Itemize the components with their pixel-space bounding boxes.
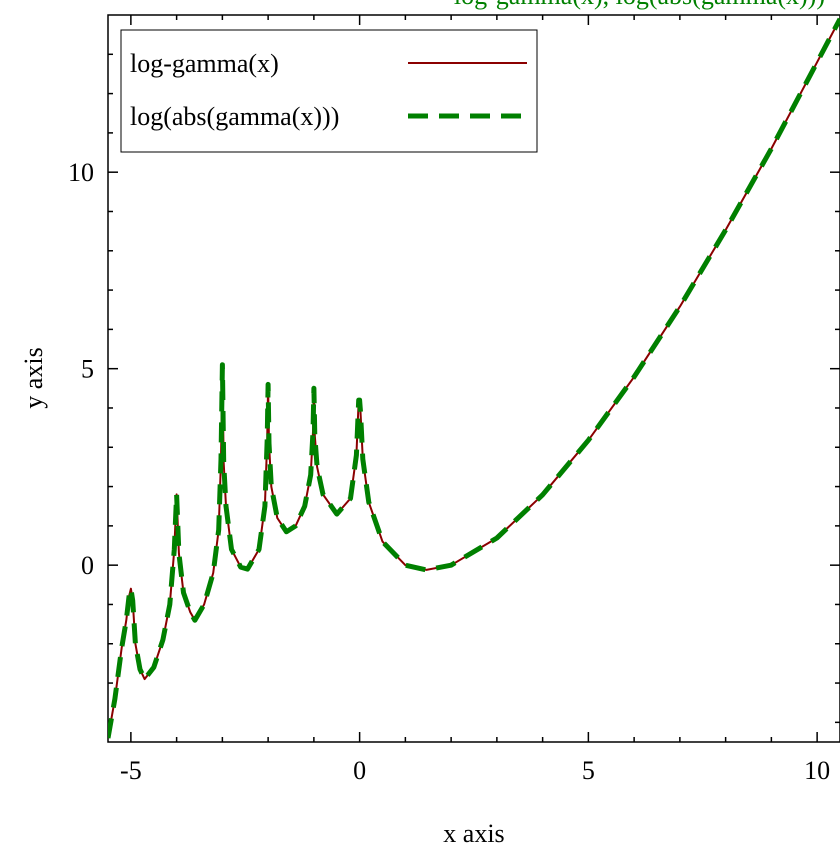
x-tick-label: -5	[120, 756, 142, 785]
series-layer	[108, 17, 840, 739]
axis-ticks	[108, 15, 840, 742]
plot-area	[107, 14, 840, 743]
top-annotation: log-gamma(x), log(abs(gamma(x)))	[454, 0, 825, 10]
x-axis-title: x axis	[443, 819, 504, 848]
tick-labels: -5 0 5 10 0 5 10	[68, 158, 830, 785]
y-tick-label: 5	[81, 355, 94, 384]
legend-label-log-abs-gamma: log(abs(gamma(x)))	[130, 102, 339, 131]
y-axis-title: y axis	[19, 347, 48, 408]
series-line-log-abs-gamma	[108, 17, 840, 739]
x-tick-label: 10	[804, 756, 830, 785]
legend: log-gamma(x) log(abs(gamma(x)))	[120, 29, 538, 153]
legend-box	[120, 29, 538, 153]
x-tick-label: 5	[582, 756, 595, 785]
y-tick-label: 10	[68, 158, 94, 187]
y-tick-label: 0	[81, 551, 94, 580]
plot-frame	[107, 14, 840, 743]
legend-label-log-gamma: log-gamma(x)	[130, 49, 279, 78]
x-tick-label: 0	[353, 756, 366, 785]
